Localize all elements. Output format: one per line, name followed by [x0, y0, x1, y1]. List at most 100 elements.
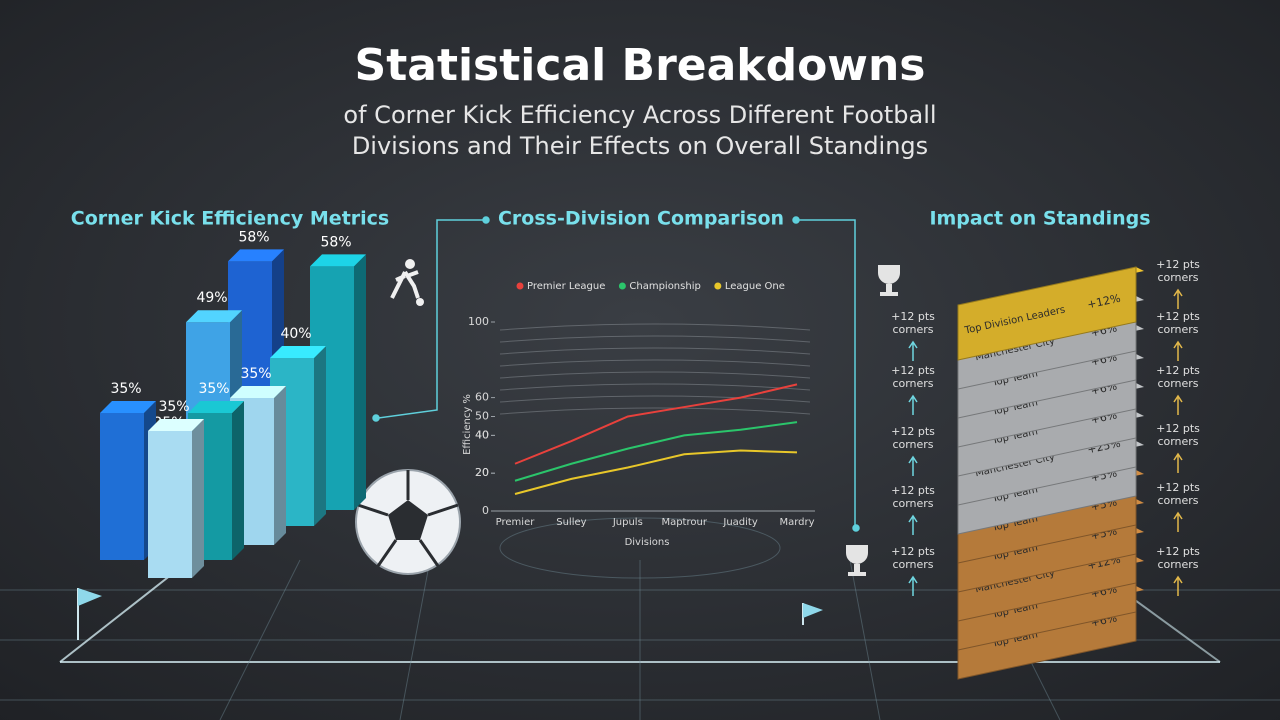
value-label: 40% [280, 326, 311, 342]
bar-side [274, 386, 286, 545]
note-text: +12 pts [1156, 258, 1200, 271]
y-tick-label: 40 [475, 428, 489, 441]
arrow [1173, 452, 1183, 473]
stand-row [499, 371, 811, 379]
note-text: corners [1157, 558, 1198, 571]
bar [148, 431, 192, 578]
bar-top [188, 401, 244, 413]
bar [100, 413, 144, 560]
x-tick-label: Sulley [556, 517, 586, 528]
note-text: +12 pts [891, 545, 935, 558]
note-text: corners [1157, 323, 1198, 336]
y-tick-label: 60 [475, 391, 489, 404]
arrow [908, 394, 918, 415]
y-tick-label: 20 [475, 466, 489, 479]
page-subtitle: of Corner Kick Efficiency Across Differe… [343, 101, 936, 129]
arrow [1173, 288, 1183, 309]
y-tick-label: 50 [475, 410, 489, 423]
arrow [1173, 340, 1183, 361]
arrow [1173, 511, 1183, 532]
stand-row [499, 347, 811, 355]
chart-title: Corner Kick Efficiency Metrics [71, 208, 389, 230]
bar-side [354, 254, 366, 510]
note-text: +12 pts [891, 484, 935, 497]
note-text: +12 pts [1156, 310, 1200, 323]
arrow [1173, 575, 1183, 596]
football [355, 469, 461, 575]
runner-icon [390, 259, 424, 306]
value-label: 35% [198, 381, 229, 397]
note-text: +12 pts [891, 425, 935, 438]
y-axis-label: Efficiency % [462, 394, 473, 455]
corner-flags [77, 588, 823, 640]
legend-label: Premier League [527, 281, 605, 292]
x-tick-label: Juadity [722, 517, 757, 528]
x-tick-label: Jupuls [612, 517, 643, 528]
section-title: Impact on Standings [929, 208, 1150, 230]
stand-row [499, 323, 811, 331]
arrow [908, 514, 918, 535]
bar-side [314, 346, 326, 526]
charts: 58%58%40%49%25%35%35%35%35%0202040406050… [100, 229, 1200, 680]
legend-label: League One [725, 281, 785, 292]
bar-side [232, 401, 244, 560]
note-text: corners [1157, 377, 1198, 390]
y-tick-label: 20 [475, 466, 489, 479]
arrow [908, 455, 918, 476]
note-text: +12 pts [891, 310, 935, 323]
page-title: Statistical Breakdowns [355, 40, 926, 91]
arrow [1173, 394, 1183, 415]
trophy-icons [846, 265, 900, 576]
data-line [514, 383, 798, 465]
stand-row [499, 407, 811, 415]
block-face [957, 266, 1137, 361]
note-text: +12 pts [1156, 545, 1200, 558]
bar-3d [148, 419, 204, 578]
x-tick-label: Mardry [779, 517, 814, 528]
stadium-sketch [499, 323, 811, 415]
value-label: 49% [196, 290, 227, 306]
stand-row [499, 395, 811, 403]
note-text: corners [1157, 435, 1198, 448]
x-tick-label: Premier [496, 517, 536, 528]
legend-swatch [516, 282, 524, 290]
value-label: 35% [158, 399, 189, 415]
legend-swatch [714, 282, 722, 290]
bar-top [310, 254, 366, 267]
note-text: +12 pts [891, 364, 935, 377]
connectors [372, 216, 860, 532]
note-text: corners [1157, 271, 1198, 284]
legend-swatch [618, 282, 626, 290]
bar-top [270, 346, 326, 358]
bar-top [100, 401, 156, 413]
bar-3d [100, 401, 156, 560]
y-tick-label: 0 [482, 504, 489, 517]
data-line [514, 421, 798, 482]
note-text: +12 pts [1156, 364, 1200, 377]
arrow [908, 340, 918, 361]
legend-label: Championship [629, 281, 700, 292]
value-label: 58% [320, 234, 351, 250]
note-text: +12 pts [1156, 422, 1200, 435]
note-text: +12 pts [1156, 481, 1200, 494]
bar-top [228, 249, 284, 262]
note-text: corners [892, 558, 933, 571]
note-text: corners [892, 438, 933, 451]
stand-row [499, 335, 811, 343]
note-text: corners [1157, 494, 1198, 507]
note-text: corners [892, 377, 933, 390]
value-label: 35% [110, 381, 141, 397]
y-tick-label: 100 [468, 315, 489, 328]
note-text: corners [892, 323, 933, 336]
stand-row [499, 383, 811, 391]
bar-side [192, 419, 204, 578]
chart-title: Cross-Division Comparison [498, 208, 784, 230]
y-tick-label: 40 [475, 428, 489, 441]
value-label: 35% [240, 366, 271, 382]
x-tick-label: Maptrour [661, 517, 707, 528]
standing-block: Top Division Leaders+12% [957, 266, 1144, 361]
bar-top [230, 386, 286, 398]
x-axis-label: Divisions [625, 537, 670, 548]
bar-top [148, 419, 204, 431]
